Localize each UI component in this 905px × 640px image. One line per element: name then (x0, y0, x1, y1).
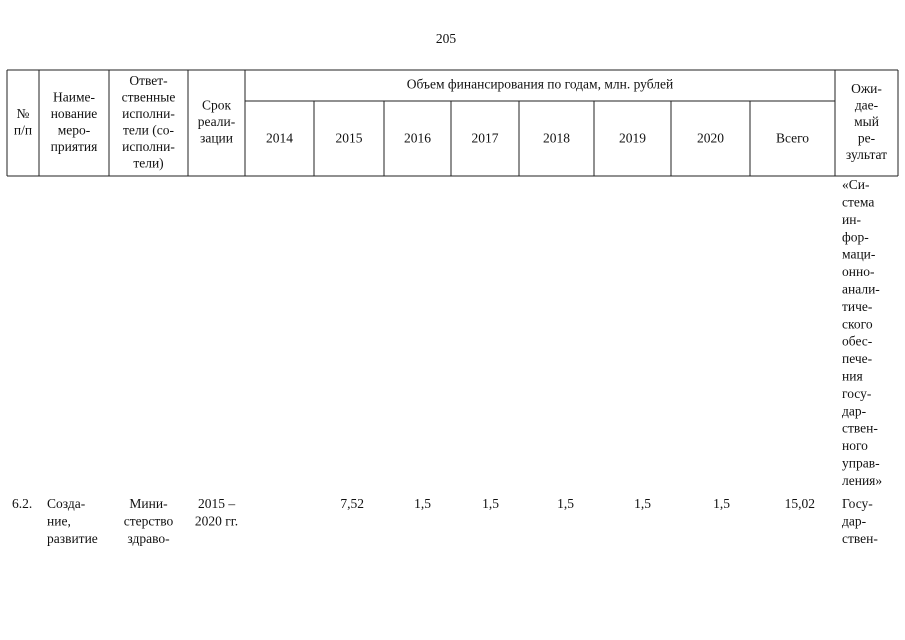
body-cell: дар- (842, 514, 867, 529)
body-cell: фор- (842, 229, 869, 244)
header-cell: тели) (133, 155, 163, 170)
body-cell: госу- (842, 386, 872, 401)
body-cell: 7,52 (340, 496, 364, 511)
header-cell: 2017 (472, 131, 499, 146)
body-cell: ского (842, 316, 873, 331)
header-cell: дае- (855, 98, 879, 113)
header-cell: мый (854, 114, 879, 129)
header-cell: ре- (858, 131, 876, 146)
body-cell: 1,5 (414, 496, 431, 511)
body-cell: 1,5 (482, 496, 499, 511)
body-cell: Госу- (842, 496, 873, 511)
body-cell: Созда- (47, 496, 86, 511)
body-cell: анали- (842, 281, 880, 296)
header-cell: приятия (51, 139, 98, 154)
header-cell: меро- (58, 122, 91, 137)
body-cell: ления» (842, 473, 882, 488)
header-cell: 2020 (697, 131, 724, 146)
page-number: 205 (436, 31, 457, 46)
header-cell: тели (со- (123, 122, 174, 137)
body-cell: 1,5 (713, 496, 730, 511)
header-cell: 2014 (266, 131, 293, 146)
header-cell: Всего (776, 131, 809, 146)
header-cell: 2016 (404, 131, 431, 146)
body-cell: дар- (842, 403, 867, 418)
body-cell: обес- (842, 334, 873, 349)
header-cell: № (17, 106, 30, 121)
header-cell: нование (51, 106, 98, 121)
body-cell: стерство (124, 514, 174, 529)
body-cell: ния (842, 368, 863, 383)
body-cell: 6.2. (12, 496, 32, 511)
header-cell: исполни- (122, 106, 175, 121)
header-cell: Ожи- (851, 81, 882, 96)
body-cell: тиче- (842, 299, 873, 314)
header-cell: ственные (122, 89, 176, 104)
header-cell: Объем финансирования по годам, млн. рубл… (407, 77, 673, 92)
header-cell: 2019 (619, 131, 646, 146)
header-cell: исполни- (122, 139, 175, 154)
header-cell: Ответ- (129, 73, 168, 88)
header-cell: Срок (202, 98, 232, 113)
body-cell: 2020 гг. (195, 514, 238, 529)
body-cell: пече- (842, 351, 873, 366)
body-cell: Мини- (129, 496, 168, 511)
body-cell: онно- (842, 264, 875, 279)
body-cell: «Си- (842, 177, 870, 192)
body-cell: ствен- (842, 421, 878, 436)
body-cell: здраво- (127, 531, 170, 546)
header-cell: зации (200, 131, 233, 146)
body-cell: ствен- (842, 531, 878, 546)
header-cell: реали- (198, 114, 236, 129)
body-cell: ние, (47, 514, 71, 529)
body-cell: 1,5 (634, 496, 651, 511)
header-cell: п/п (14, 122, 32, 137)
body-cell: 1,5 (557, 496, 574, 511)
header-cell: 2018 (543, 131, 570, 146)
header-cell: 2015 (336, 131, 363, 146)
body-cell: управ- (842, 455, 880, 470)
body-cell: маци- (842, 247, 876, 262)
body-cell: стема (842, 194, 874, 209)
body-cell: ин- (842, 212, 861, 227)
body-cell: 2015 – (198, 496, 235, 511)
header-cell: Наиме- (53, 89, 96, 104)
body-cell: 15,02 (785, 496, 815, 511)
body-cell: ного (842, 438, 868, 453)
body-cell: развитие (47, 531, 98, 546)
header-cell: зультат (846, 147, 887, 162)
